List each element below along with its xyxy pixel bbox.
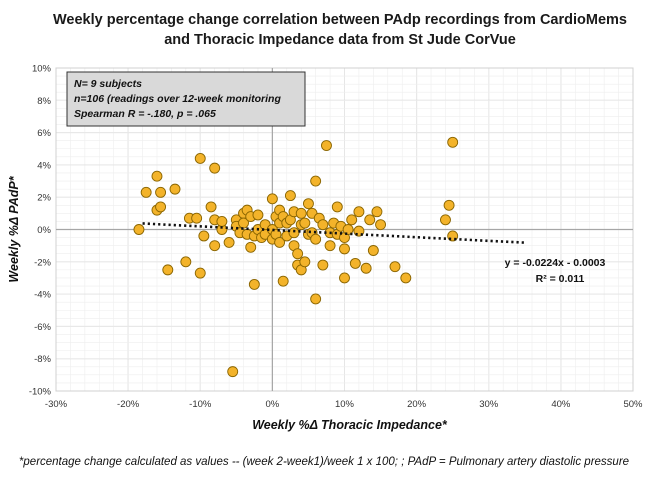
x-tick-label: 0% — [266, 399, 280, 410]
data-point — [170, 184, 180, 194]
data-point — [181, 257, 191, 267]
y-tick-label: -4% — [34, 290, 51, 301]
data-point — [318, 260, 328, 270]
data-point — [372, 207, 382, 217]
y-tick-label: 8% — [37, 96, 51, 107]
y-tick-label: 2% — [37, 193, 51, 204]
data-point — [361, 263, 371, 273]
data-point — [156, 187, 166, 197]
data-point — [224, 237, 234, 247]
data-point — [365, 215, 375, 225]
footnote: *percentage change calculated as values … — [0, 456, 648, 468]
y-tick-label: -2% — [34, 257, 51, 268]
data-point — [444, 200, 454, 210]
y-tick-label: -8% — [34, 354, 51, 365]
x-tick-label: 20% — [407, 399, 427, 410]
data-point — [195, 153, 205, 163]
y-tick-label: 10% — [32, 64, 52, 75]
trend-equation: y = -0.0224x - 0.0003 — [505, 257, 606, 269]
data-point — [300, 218, 310, 228]
data-point — [134, 225, 144, 235]
x-tick-label: -10% — [189, 399, 212, 410]
data-point — [340, 244, 350, 254]
y-tick-label: 4% — [37, 160, 51, 171]
data-point — [303, 199, 313, 209]
data-point — [206, 202, 216, 212]
data-point — [156, 202, 166, 212]
x-tick-label: -30% — [45, 399, 68, 410]
data-point — [340, 273, 350, 283]
data-point — [289, 228, 299, 238]
data-point — [199, 231, 209, 241]
infobox-line: N= 9 subjects — [74, 78, 142, 90]
infobox-line: n=106 (readings over 12-week monitoring — [74, 93, 281, 105]
data-point — [228, 367, 238, 377]
data-point — [293, 249, 303, 259]
data-point — [401, 273, 411, 283]
data-point — [210, 241, 220, 251]
data-point — [163, 265, 173, 275]
data-point — [141, 187, 151, 197]
data-point — [253, 210, 263, 220]
trend-r-squared: R² = 0.011 — [536, 273, 585, 285]
data-point — [440, 215, 450, 225]
x-tick-label: 50% — [623, 399, 643, 410]
x-tick-label: -20% — [117, 399, 140, 410]
data-point — [347, 215, 357, 225]
data-point — [332, 202, 342, 212]
data-point — [368, 245, 378, 255]
x-tick-label: 10% — [335, 399, 355, 410]
data-point — [300, 257, 310, 267]
x-tick-label: 40% — [551, 399, 571, 410]
y-axis-title: Weekly %Δ PAdP* — [7, 175, 21, 282]
data-point — [318, 220, 328, 230]
data-point — [195, 268, 205, 278]
y-tick-label: 0% — [37, 225, 51, 236]
data-point — [311, 176, 321, 186]
data-point — [311, 294, 321, 304]
data-point — [311, 234, 321, 244]
data-point — [267, 194, 277, 204]
data-point — [217, 216, 227, 226]
data-point — [192, 213, 202, 223]
y-tick-label: -6% — [34, 322, 51, 333]
infobox-line: Spearman R = -.180, p = .065 — [74, 108, 216, 120]
data-point — [278, 276, 288, 286]
data-point — [376, 220, 386, 230]
y-tick-label: 6% — [37, 128, 51, 139]
data-point — [321, 141, 331, 151]
x-tick-label: 30% — [479, 399, 499, 410]
data-point — [296, 208, 306, 218]
x-axis-title: Weekly %Δ Thoracic Impedance* — [252, 418, 448, 432]
data-point — [246, 242, 256, 252]
data-point — [249, 279, 259, 289]
data-point — [210, 163, 220, 173]
scatter-chart: -30% -20% -10% 0% 10% 20% 30% 40% 50% 10% 8% 6% 4% 2%… — [0, 0, 648, 486]
data-point — [152, 171, 162, 181]
data-point — [390, 262, 400, 272]
data-point — [285, 191, 295, 201]
data-point — [354, 207, 364, 217]
data-point — [325, 241, 335, 251]
data-point — [350, 258, 360, 268]
data-point — [448, 137, 458, 147]
y-tick-label: -10% — [29, 387, 52, 398]
stats-infobox: N= 9 subjects n=106 (readings over 12-wee… — [67, 72, 305, 126]
